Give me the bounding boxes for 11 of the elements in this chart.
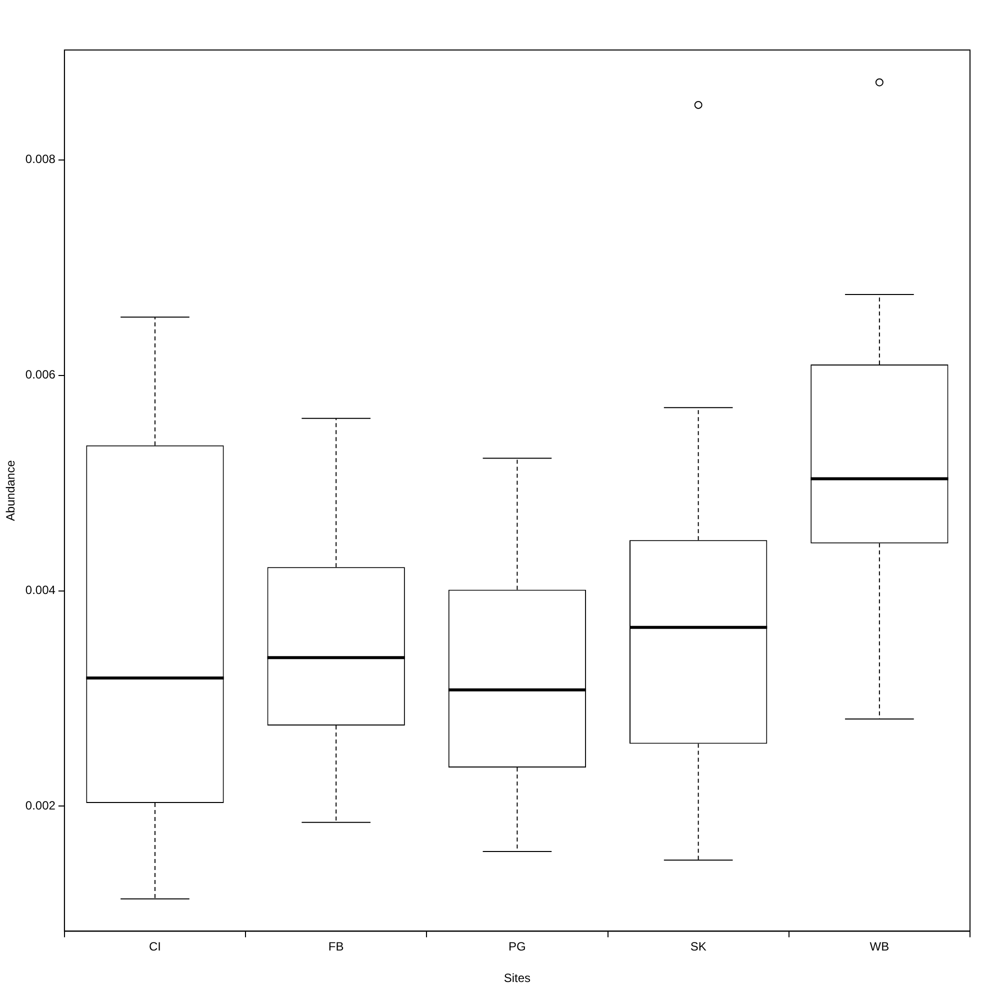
x-tick-label: PG xyxy=(508,940,526,954)
y-axis-title: Abundance xyxy=(4,460,18,521)
x-tick-label: FB xyxy=(328,940,344,954)
x-tick-label: WB xyxy=(870,940,890,954)
y-tick-label: 0.004 xyxy=(25,583,56,598)
y-tick-label: 0.006 xyxy=(25,368,56,382)
y-tick-label: 0.002 xyxy=(25,798,56,813)
y-tick-label: 0.008 xyxy=(25,152,56,166)
x-tick-label: CI xyxy=(148,940,161,954)
x-axis-title: Sites xyxy=(504,971,531,986)
x-tick-label: SK xyxy=(690,940,706,954)
